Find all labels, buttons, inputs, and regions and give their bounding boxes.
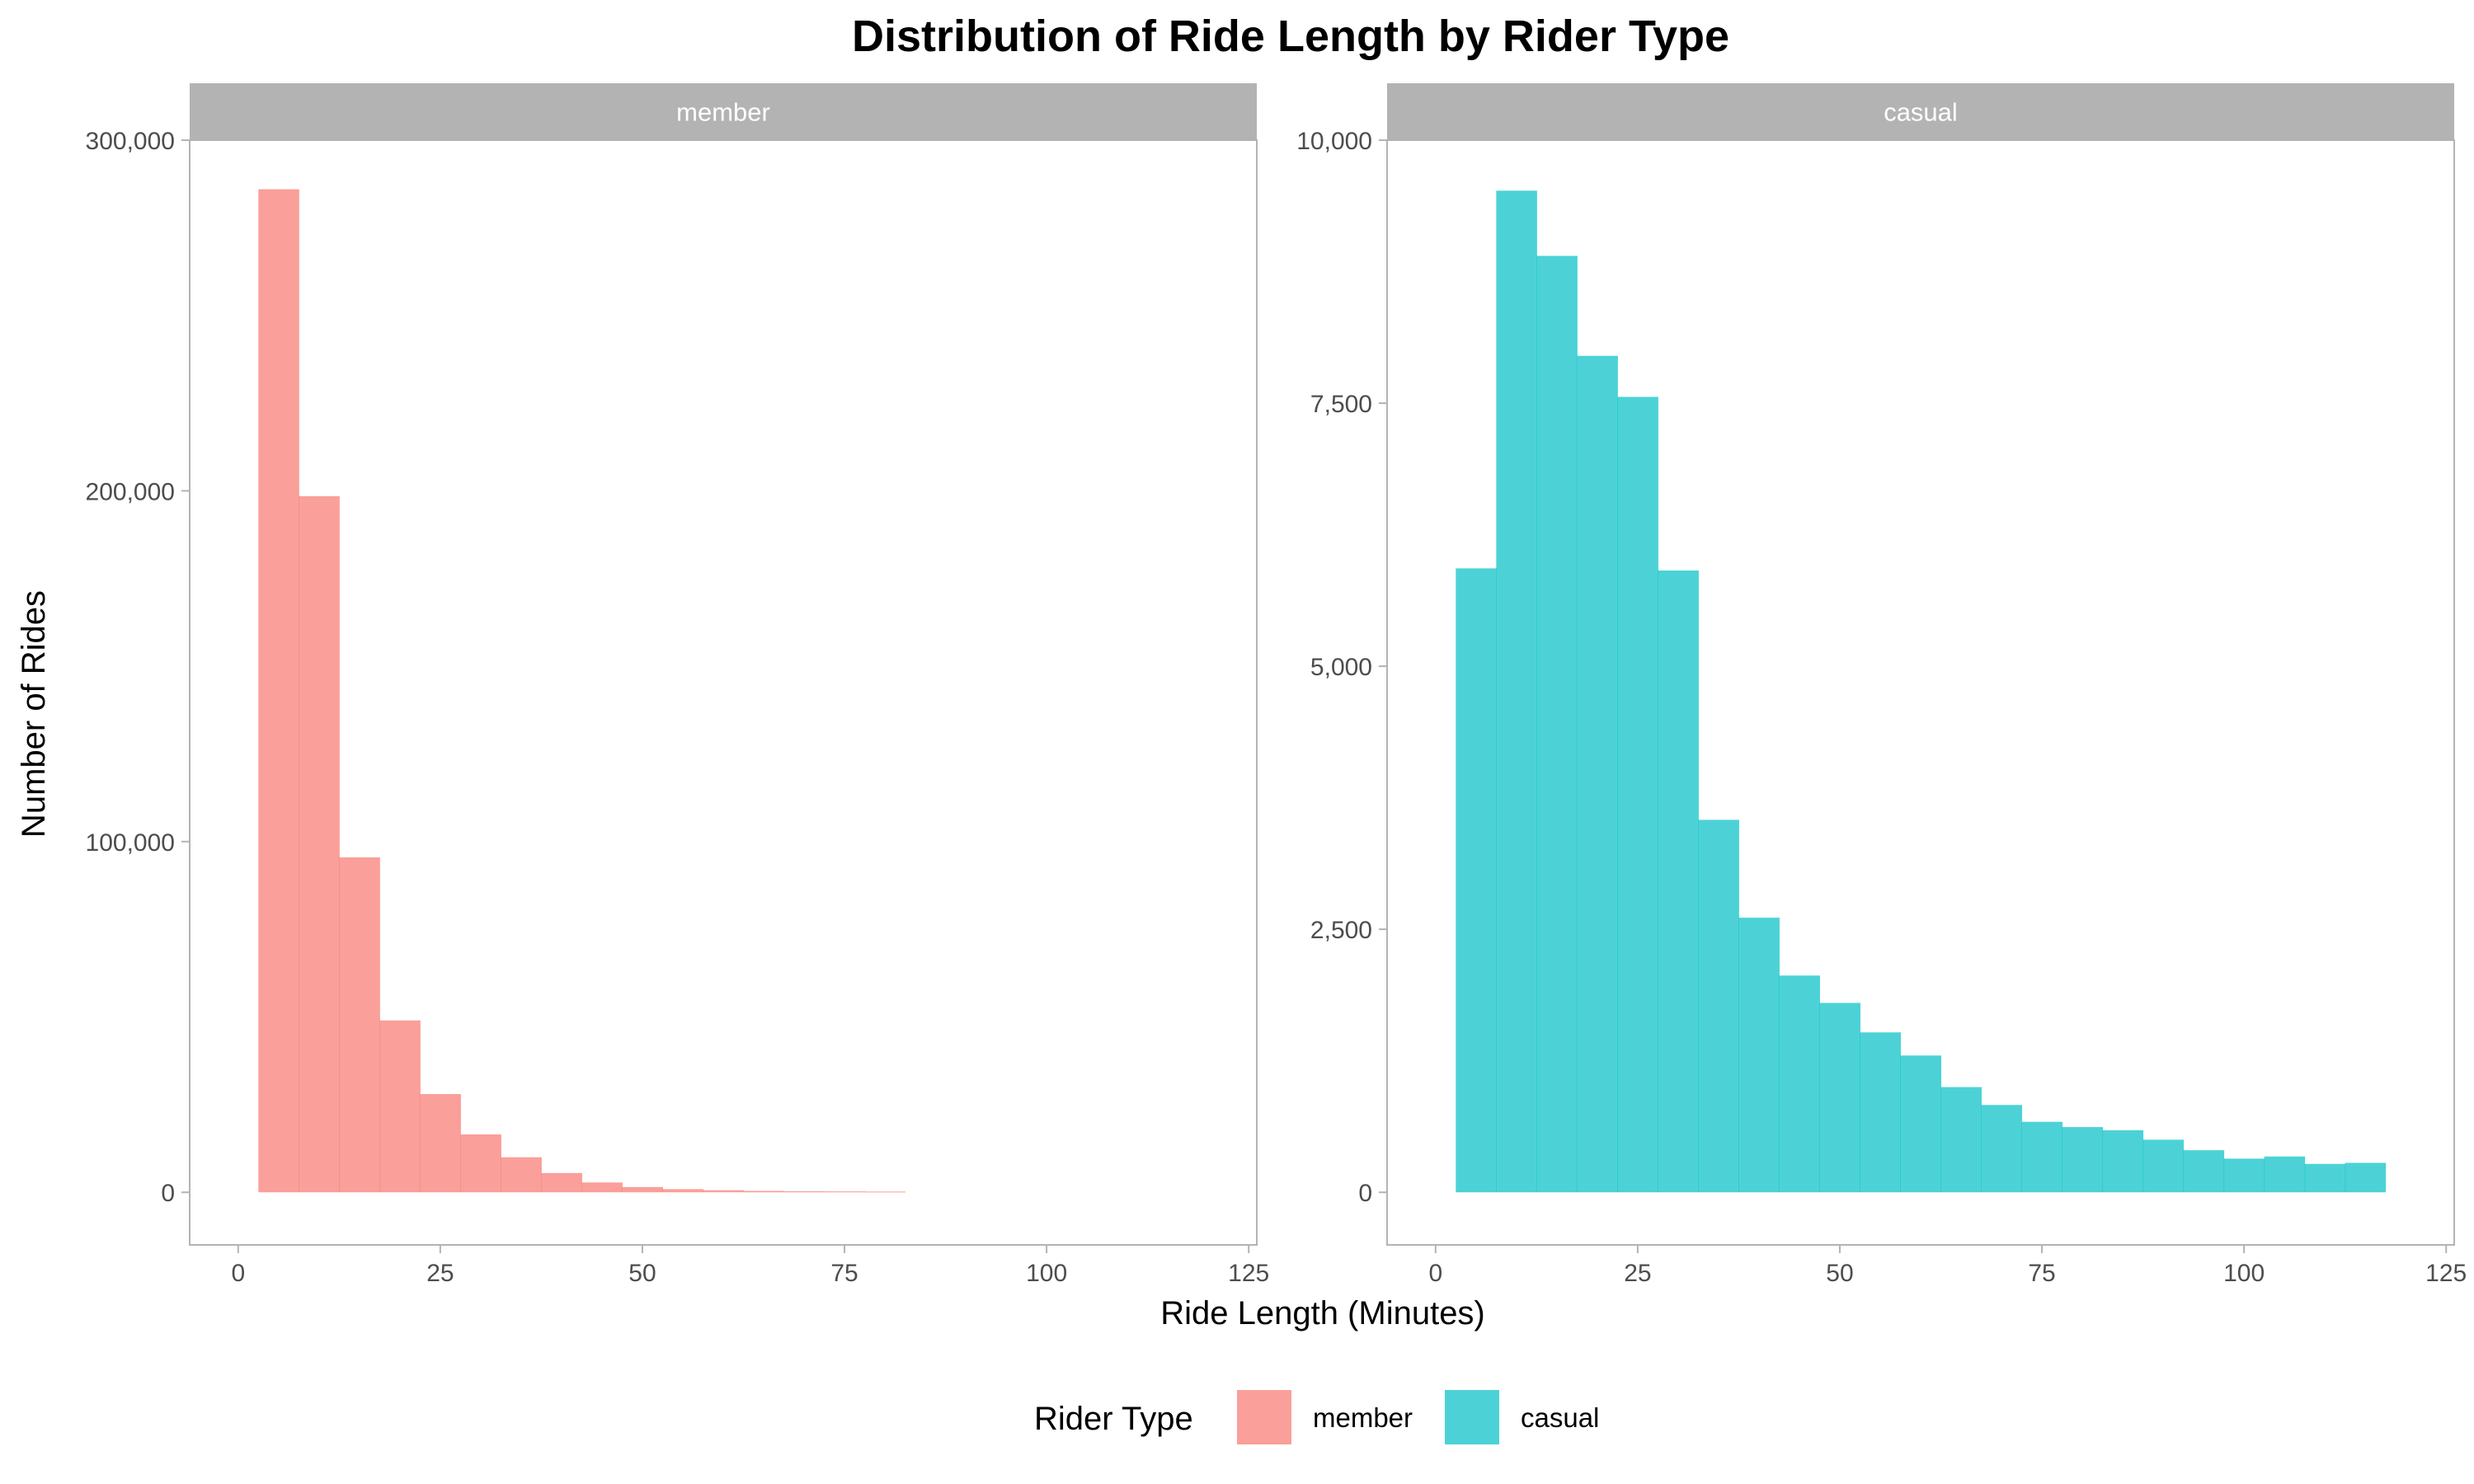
bar-casual-7 bbox=[1738, 918, 1780, 1193]
bar-casual-17 bbox=[2142, 1139, 2185, 1193]
bar-casual-21 bbox=[2304, 1163, 2346, 1193]
bar-casual-14 bbox=[2021, 1121, 2063, 1193]
bar-casual-6 bbox=[1698, 819, 1739, 1193]
bar-member-5 bbox=[460, 1134, 501, 1193]
bar-casual-20 bbox=[2264, 1156, 2306, 1193]
legend-title: Rider Type bbox=[1034, 1401, 1193, 1437]
bar-member-9 bbox=[622, 1186, 663, 1193]
y-tick-label-casual-1: 2,500 bbox=[1310, 917, 1372, 944]
bar-casual-18 bbox=[2183, 1150, 2225, 1193]
y-tick-label-casual-3: 7,500 bbox=[1310, 391, 1372, 418]
chart-title: Distribution of Ride Length by Rider Typ… bbox=[852, 12, 1729, 61]
bar-casual-8 bbox=[1779, 975, 1820, 1193]
bar-member-15 bbox=[864, 1191, 906, 1193]
bar-member-3 bbox=[379, 1020, 421, 1193]
panel-border-member bbox=[189, 139, 1258, 1246]
bar-casual-12 bbox=[1940, 1087, 1982, 1193]
bar-member-14 bbox=[824, 1191, 866, 1193]
x-tick-label-casual-3: 75 bbox=[2028, 1260, 2055, 1287]
bar-casual-9 bbox=[1819, 1003, 1860, 1193]
bar-casual-5 bbox=[1658, 570, 1699, 1193]
facet-strip-casual bbox=[1387, 83, 2454, 140]
bar-member-6 bbox=[501, 1157, 542, 1193]
y-tick-label-member-3: 300,000 bbox=[86, 128, 175, 155]
legend-label-member: member bbox=[1313, 1402, 1413, 1433]
facet-strip-member bbox=[190, 83, 1257, 140]
x-tick-label-member-2: 50 bbox=[628, 1260, 656, 1287]
bar-member-0 bbox=[258, 189, 299, 1193]
bar-casual-3 bbox=[1577, 355, 1618, 1193]
legend-label-casual: casual bbox=[1521, 1402, 1599, 1433]
y-tick-label-member-1: 100,000 bbox=[86, 829, 175, 857]
y-tick-label-casual-0: 0 bbox=[1358, 1180, 1372, 1207]
panel-border-casual bbox=[1386, 139, 2455, 1246]
panel-casual: casual 0 2,500 5,000 7,500 10,000 0 25 50 75 100 12… bbox=[1296, 83, 2467, 1287]
x-tick-label-casual-1: 25 bbox=[1624, 1260, 1651, 1287]
bar-member-13 bbox=[783, 1190, 825, 1193]
x-tick-label-casual-4: 100 bbox=[2223, 1260, 2265, 1287]
bar-casual-11 bbox=[1900, 1055, 1942, 1193]
x-tick-label-casual-2: 50 bbox=[1826, 1260, 1853, 1287]
y-tick-label-casual-2: 5,000 bbox=[1310, 654, 1372, 681]
legend-key-casual bbox=[1445, 1390, 1499, 1444]
bar-casual-16 bbox=[2102, 1129, 2144, 1193]
y-axis-title: Number of Rides bbox=[16, 590, 52, 838]
panels: member 0 100,000 200,000 300,000 0 25 50 75 100 12… bbox=[86, 83, 2467, 1287]
bar-casual-15 bbox=[2062, 1127, 2104, 1193]
bar-member-7 bbox=[541, 1172, 582, 1193]
legend: Rider Type member casual bbox=[1034, 1390, 1599, 1444]
bar-casual-0 bbox=[1456, 568, 1497, 1193]
x-axis-title: Ride Length (Minutes) bbox=[1160, 1295, 1485, 1331]
x-tick-label-member-4: 100 bbox=[1026, 1260, 1067, 1287]
bar-member-8 bbox=[581, 1182, 623, 1193]
facet-strip-label-casual: casual bbox=[1884, 98, 1958, 127]
bar-member-2 bbox=[339, 857, 380, 1193]
y-tick-label-member-2: 200,000 bbox=[86, 478, 175, 505]
bar-casual-19 bbox=[2223, 1158, 2265, 1193]
bar-casual-10 bbox=[1860, 1032, 1901, 1193]
y-tick-label-member-0: 0 bbox=[161, 1180, 175, 1207]
bar-casual-2 bbox=[1536, 256, 1578, 1193]
bar-member-1 bbox=[299, 495, 340, 1193]
x-tick-label-casual-0: 0 bbox=[1428, 1260, 1442, 1287]
y-tick-label-casual-4: 10,000 bbox=[1296, 128, 1372, 155]
facet-strip-label-member: member bbox=[676, 98, 770, 127]
bar-casual-1 bbox=[1496, 190, 1537, 1193]
legend-key-member bbox=[1237, 1390, 1291, 1444]
x-tick-label-member-0: 0 bbox=[231, 1260, 245, 1287]
bar-member-4 bbox=[420, 1094, 461, 1193]
bar-member-10 bbox=[662, 1189, 703, 1193]
panel-member: member 0 100,000 200,000 300,000 0 25 50 75 100 12… bbox=[86, 83, 1269, 1287]
bar-casual-4 bbox=[1617, 397, 1658, 1193]
x-tick-label-casual-5: 125 bbox=[2425, 1260, 2467, 1287]
x-tick-label-member-1: 25 bbox=[426, 1260, 454, 1287]
bar-member-11 bbox=[703, 1190, 745, 1193]
x-tick-label-member-5: 125 bbox=[1228, 1260, 1269, 1287]
x-tick-label-member-3: 75 bbox=[830, 1260, 858, 1287]
bar-member-12 bbox=[743, 1190, 785, 1193]
bar-casual-13 bbox=[1981, 1105, 2023, 1193]
bar-casual-22 bbox=[2345, 1162, 2387, 1193]
